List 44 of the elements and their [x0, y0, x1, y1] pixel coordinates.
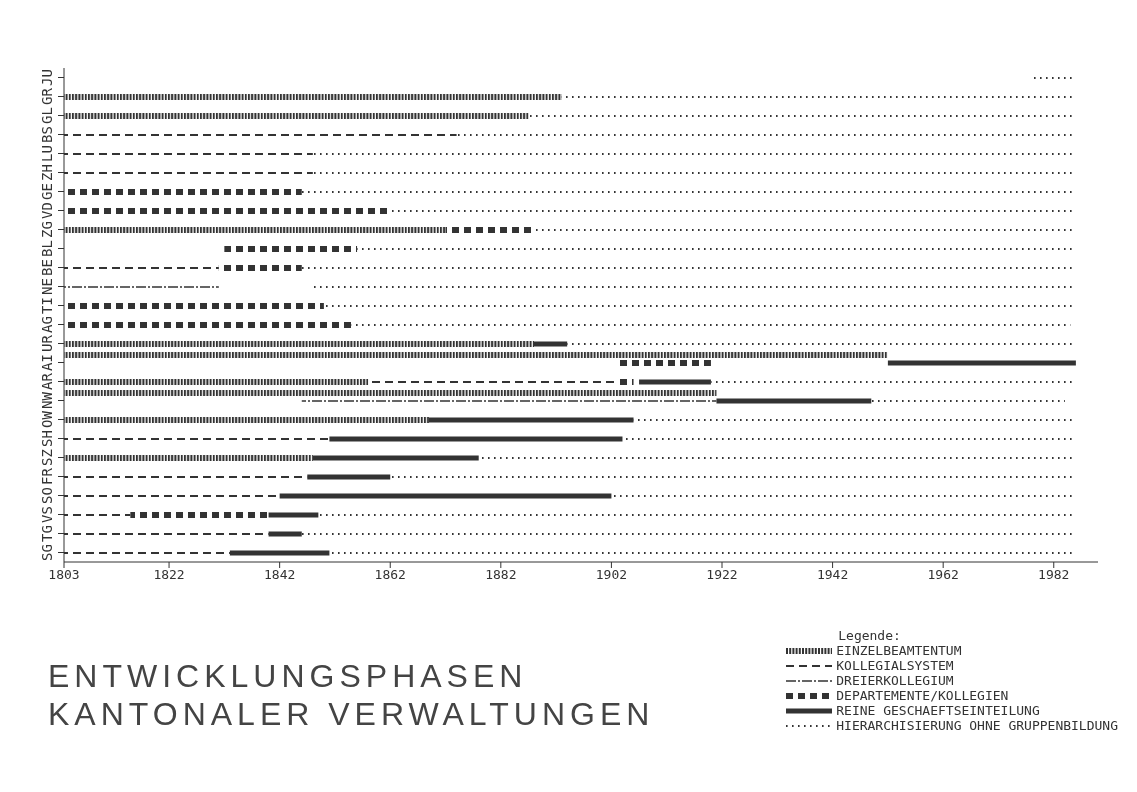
y-tick-label: BS	[39, 126, 55, 143]
legend-label: REINE GESCHAEFTSEINTEILUNG	[836, 703, 1040, 718]
y-tick-label: GR	[39, 87, 55, 105]
legend-label: DEPARTEMENTE/KOLLEGIEN	[836, 688, 1009, 703]
y-tick-label: BE	[39, 259, 55, 276]
legend-label: EINZELBEAMTENTUM	[836, 643, 962, 658]
y-tick-label: BL	[39, 240, 55, 257]
y-tick-label: JU	[39, 69, 55, 86]
x-tick-label: 1942	[816, 567, 849, 583]
legend-label: KOLLEGIALSYSTEM	[836, 658, 954, 673]
y-tick-label: ZH	[39, 164, 55, 181]
x-tick-label: 1803	[48, 567, 80, 583]
x-tick-label: 1902	[595, 567, 628, 583]
y-tick-label: GE	[39, 183, 55, 200]
y-tick-label: AI	[39, 354, 55, 371]
y-tick-label: LU	[39, 145, 55, 162]
x-tick-label: 1882	[485, 567, 517, 583]
text: ENTWICKLUNGSPHASEN KANTONALER VERWALTUNGEN	[48, 657, 656, 733]
x-tick-label: 1922	[706, 567, 738, 583]
y-tick-label: GL	[39, 107, 55, 124]
y-tick-label: SZ	[39, 449, 55, 466]
legend-label: DREIERKOLLEGIUM	[836, 673, 954, 688]
y-tick-label: SO	[39, 487, 55, 504]
x-tick-label: 1822	[153, 567, 185, 583]
y-tick-label: NE	[39, 278, 55, 295]
x-tick-label: 1862	[374, 567, 406, 583]
y-tick-label: FR	[39, 467, 55, 485]
y-tick-label: VD	[39, 202, 55, 219]
y-tick-label: OW	[39, 410, 55, 428]
y-tick-label: NW	[39, 391, 55, 409]
y-tick-label: SH	[39, 430, 55, 447]
y-tick-label: UR	[39, 334, 55, 352]
x-tick-label: 1982	[1038, 567, 1070, 583]
y-tick-label: TI	[39, 297, 55, 314]
y-tick-label: ZG	[39, 221, 55, 238]
y-tick-label: AR	[39, 372, 55, 390]
y-tick-label: AG	[39, 316, 55, 333]
x-tick-label: 1962	[927, 567, 959, 583]
x-tick-label: 1842	[263, 567, 296, 583]
y-tick-label: VS	[39, 506, 55, 523]
legend-title: Legende:	[837, 628, 902, 643]
legend-label: HIERARCHISIERUNG OHNE GRUPPENBILDUNG	[836, 718, 1118, 733]
y-tick-label: TG	[39, 525, 55, 542]
y-tick-label: SG	[39, 544, 55, 561]
